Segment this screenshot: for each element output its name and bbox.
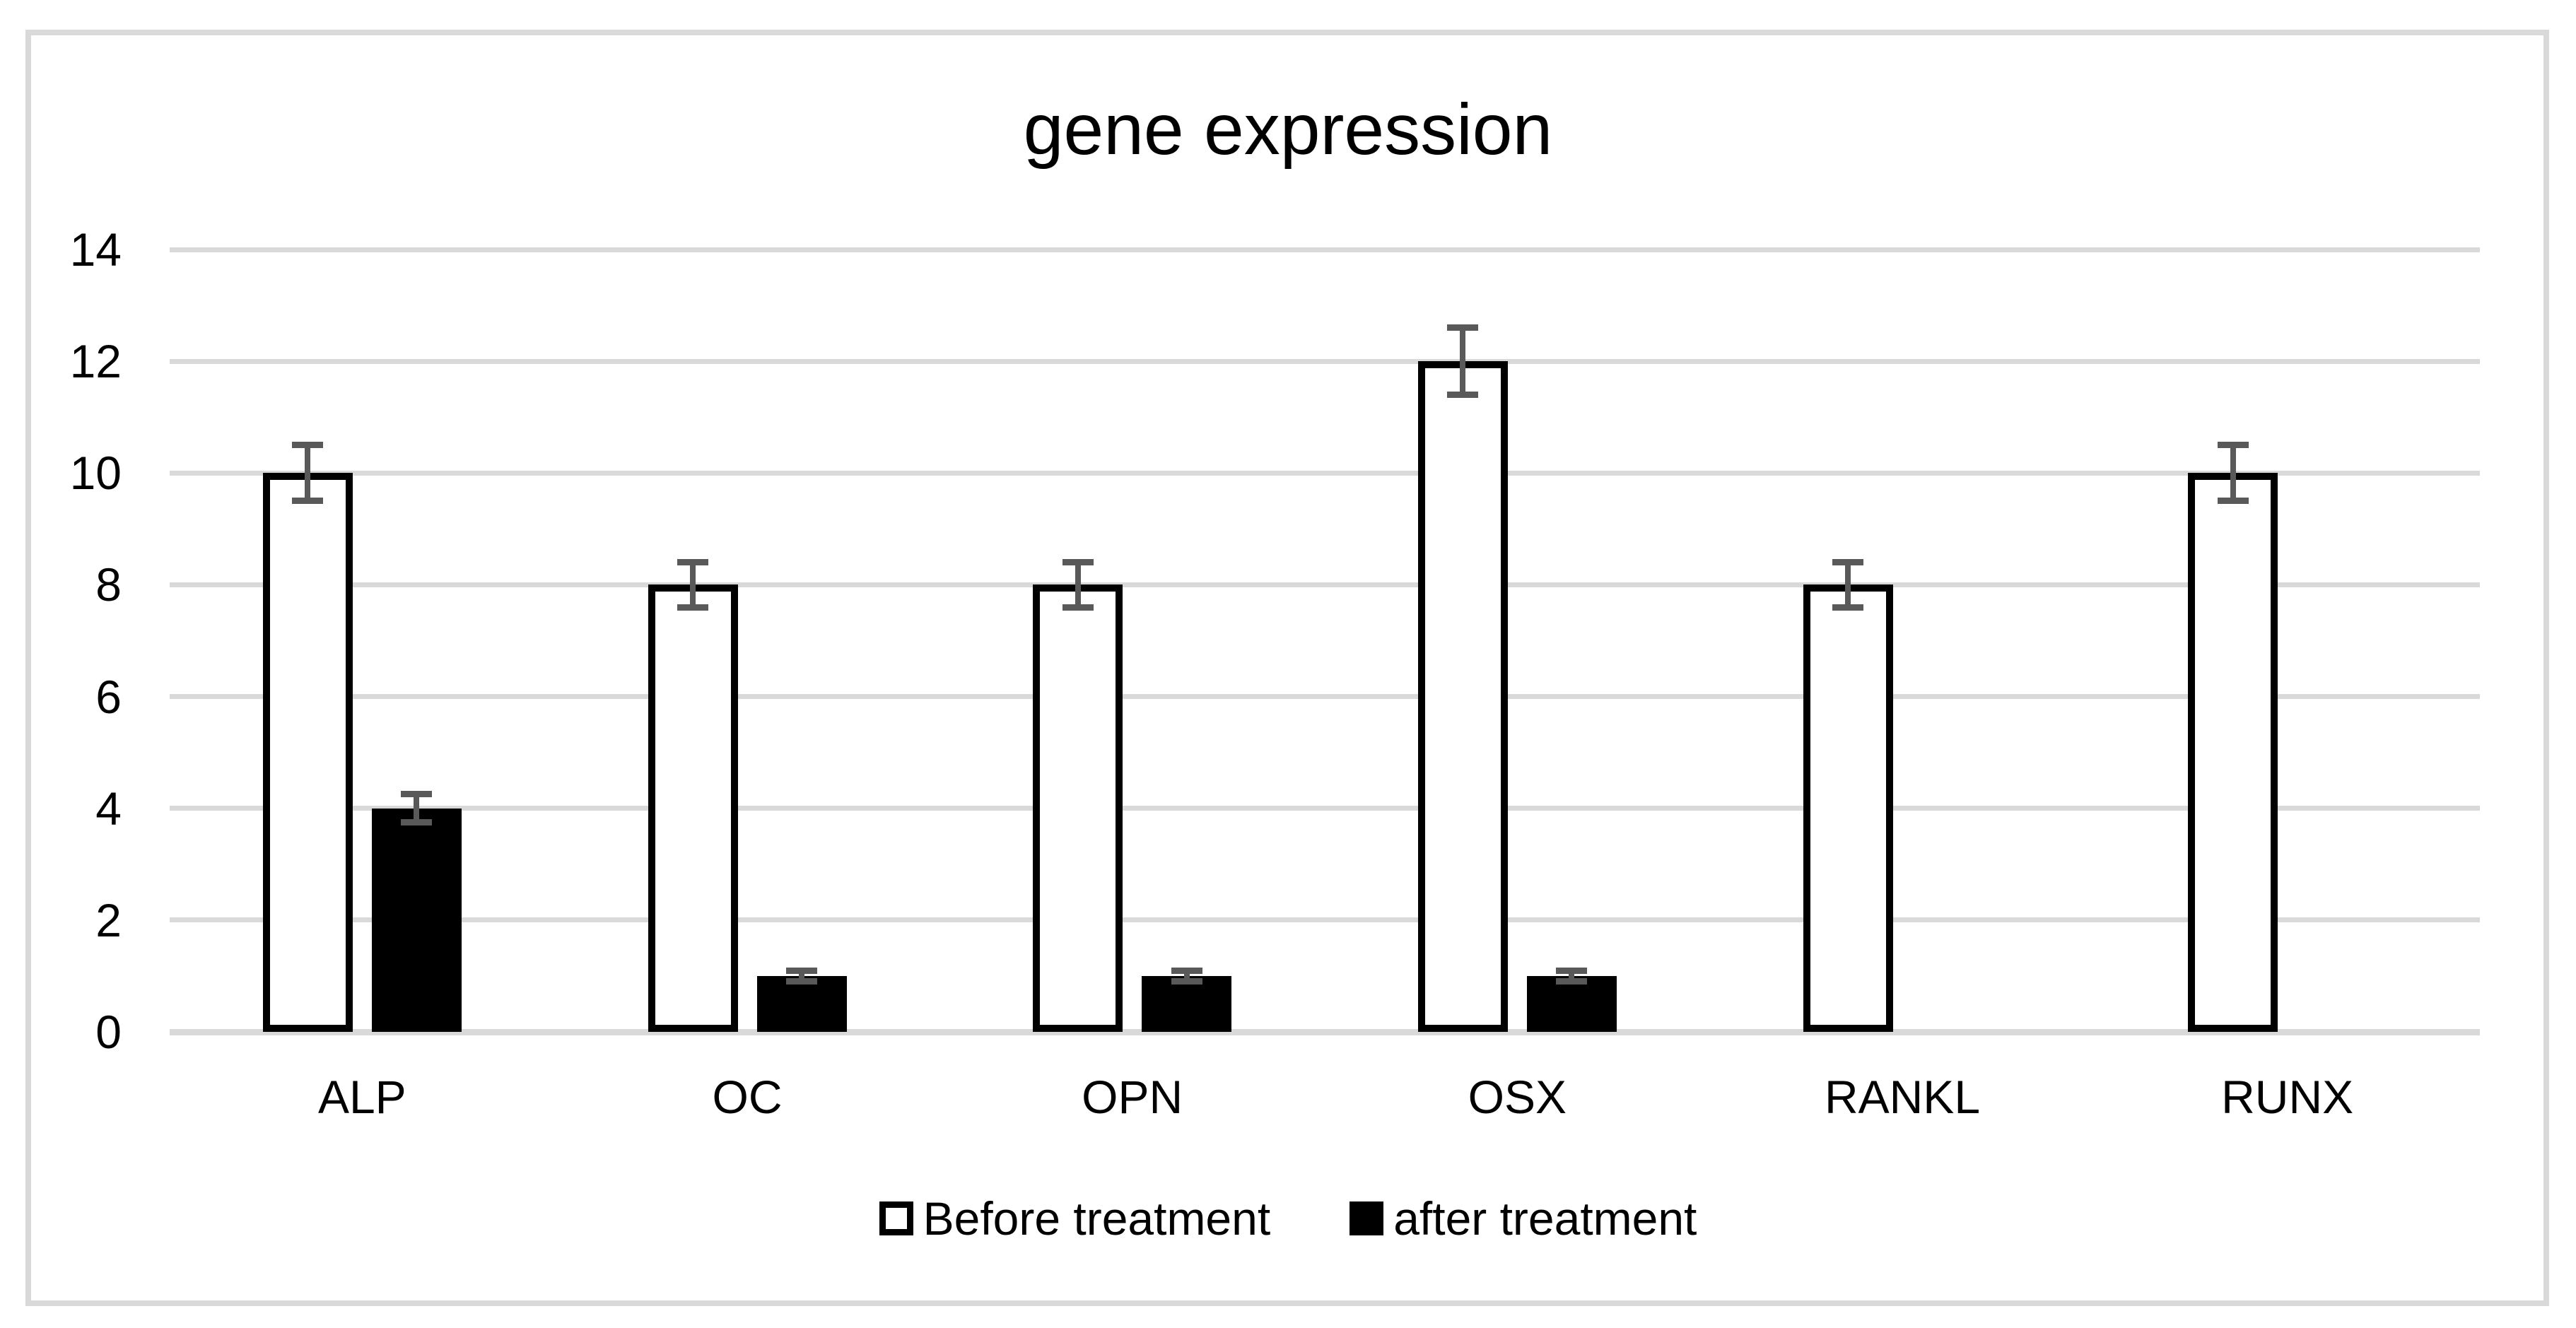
gridline (170, 582, 2480, 587)
error-bar-bottom-cap (786, 978, 817, 985)
x-category-label: RUNX (2221, 1071, 2354, 1123)
bar-after-treatment-osx (1526, 975, 1617, 1032)
x-category-label: RANKL (1824, 1071, 1981, 1123)
y-tick-label: 4 (95, 782, 122, 835)
error-bar-line (1460, 327, 1466, 395)
y-tick-label: 6 (95, 670, 122, 723)
error-bar-top-cap (401, 791, 433, 798)
error-bar-line (690, 562, 696, 608)
x-category-label: OSX (1468, 1071, 1567, 1123)
error-bar-line (1569, 970, 1575, 982)
legend: Before treatment after treatment (0, 1190, 2576, 1247)
legend-marker-before (879, 1201, 913, 1235)
legend-label: Before treatment (923, 1192, 1271, 1245)
y-tick-label: 8 (95, 558, 122, 611)
bar-before-treatment-osx (1417, 361, 1508, 1032)
y-tick-label: 12 (69, 335, 122, 388)
error-bar-bottom-cap (677, 604, 708, 611)
error-bar-bottom-cap (1062, 604, 1094, 611)
bar-before-treatment-alp (262, 473, 353, 1032)
error-bar-bottom-cap (1832, 604, 1863, 611)
error-bar-top-cap (1171, 967, 1202, 974)
gridline (170, 358, 2480, 364)
bar-before-treatment-opn (1033, 584, 1123, 1032)
bar-after-treatment-opn (1142, 975, 1232, 1032)
error-bar-bottom-cap (401, 818, 433, 825)
error-bar-line (799, 970, 804, 982)
bar-before-treatment-rankl (1803, 584, 1893, 1032)
y-tick-label: 14 (69, 223, 122, 276)
y-tick-label: 0 (95, 1006, 122, 1058)
error-bar-line (2230, 445, 2236, 501)
legend-item: Before treatment (879, 1191, 1271, 1246)
bar-before-treatment-oc (648, 584, 738, 1032)
y-tick-label: 2 (95, 893, 122, 946)
gridline (170, 247, 2480, 252)
error-bar-top-cap (677, 559, 708, 566)
legend-marker-after (1350, 1201, 1384, 1235)
error-bar-line (1183, 970, 1190, 982)
gridline (170, 917, 2480, 923)
error-bar-line (414, 794, 420, 823)
error-bar-bottom-cap (2217, 498, 2249, 505)
y-tick-label: 10 (69, 447, 122, 500)
error-bar-line (1845, 562, 1851, 608)
legend-label: after treatment (1393, 1192, 1697, 1245)
error-bar-bottom-cap (1556, 978, 1588, 985)
error-bar-top-cap (292, 442, 324, 449)
error-bar-bottom-cap (1171, 978, 1202, 985)
error-bar-top-cap (786, 967, 817, 974)
error-bar-line (1075, 562, 1081, 608)
bar-after-treatment-oc (756, 975, 847, 1032)
chart-frame-border (25, 30, 2549, 1306)
chart-title: gene expression (1023, 89, 1553, 170)
error-bar-top-cap (1832, 559, 1863, 566)
error-bar-top-cap (1556, 967, 1588, 974)
x-category-label: OPN (1082, 1071, 1183, 1123)
x-category-label: ALP (317, 1071, 406, 1123)
error-bar-top-cap (1062, 559, 1094, 566)
gridline (170, 470, 2480, 476)
error-bar-line (305, 445, 311, 501)
legend-item: after treatment (1350, 1191, 1697, 1246)
bar-before-treatment-runx (2188, 473, 2278, 1032)
error-bar-bottom-cap (292, 498, 324, 505)
bar-after-treatment-alp (371, 808, 462, 1032)
error-bar-bottom-cap (1447, 392, 1479, 399)
gridline (170, 806, 2480, 811)
error-bar-top-cap (2217, 442, 2249, 449)
gridline (170, 694, 2480, 700)
x-axis-line (170, 1028, 2480, 1035)
x-category-label: OC (712, 1071, 783, 1123)
error-bar-top-cap (1447, 324, 1479, 331)
